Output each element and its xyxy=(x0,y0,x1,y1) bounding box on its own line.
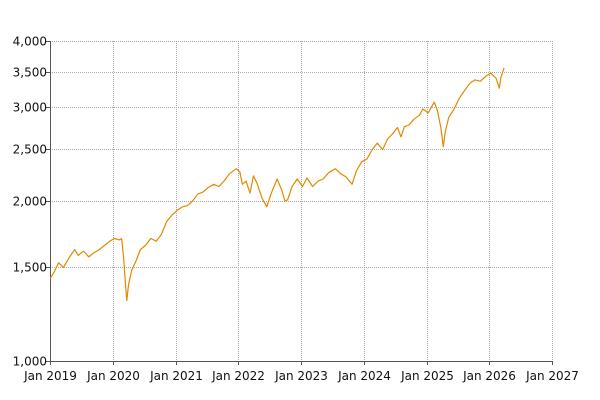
series xyxy=(49,67,505,301)
x-tick-label: Jan 2021 xyxy=(149,369,203,383)
y-tick-label: 2,500 xyxy=(13,143,47,157)
y-tick-label: 1,500 xyxy=(13,261,47,275)
x-tick-label: Jan 2026 xyxy=(462,369,516,383)
x-tick-label: Jan 2023 xyxy=(274,369,328,383)
y-tick-label: 3,000 xyxy=(13,101,47,115)
tick-labels: 1,000 1,500 2,000 2,500 3,000 3,500 4,000 Jan 2… xyxy=(13,35,579,384)
y-tick-label: 2,000 xyxy=(13,195,47,209)
x-tick-label: Jan 2022 xyxy=(211,369,265,383)
x-tick-label: Jan 2019 xyxy=(23,369,77,383)
x-tick-label: Jan 2025 xyxy=(400,369,454,383)
y-tick-label: 3,500 xyxy=(13,66,47,80)
x-tick-label: Jan 2027 xyxy=(525,369,579,383)
x-tick-label: Jan 2024 xyxy=(337,369,391,383)
x-tick-label: Jan 2020 xyxy=(86,369,140,383)
y-tick-label: 1,000 xyxy=(13,355,47,369)
y-tick-label: 4,000 xyxy=(13,35,47,49)
series-line xyxy=(49,67,505,301)
axes xyxy=(50,41,552,362)
gridlines xyxy=(46,41,553,365)
